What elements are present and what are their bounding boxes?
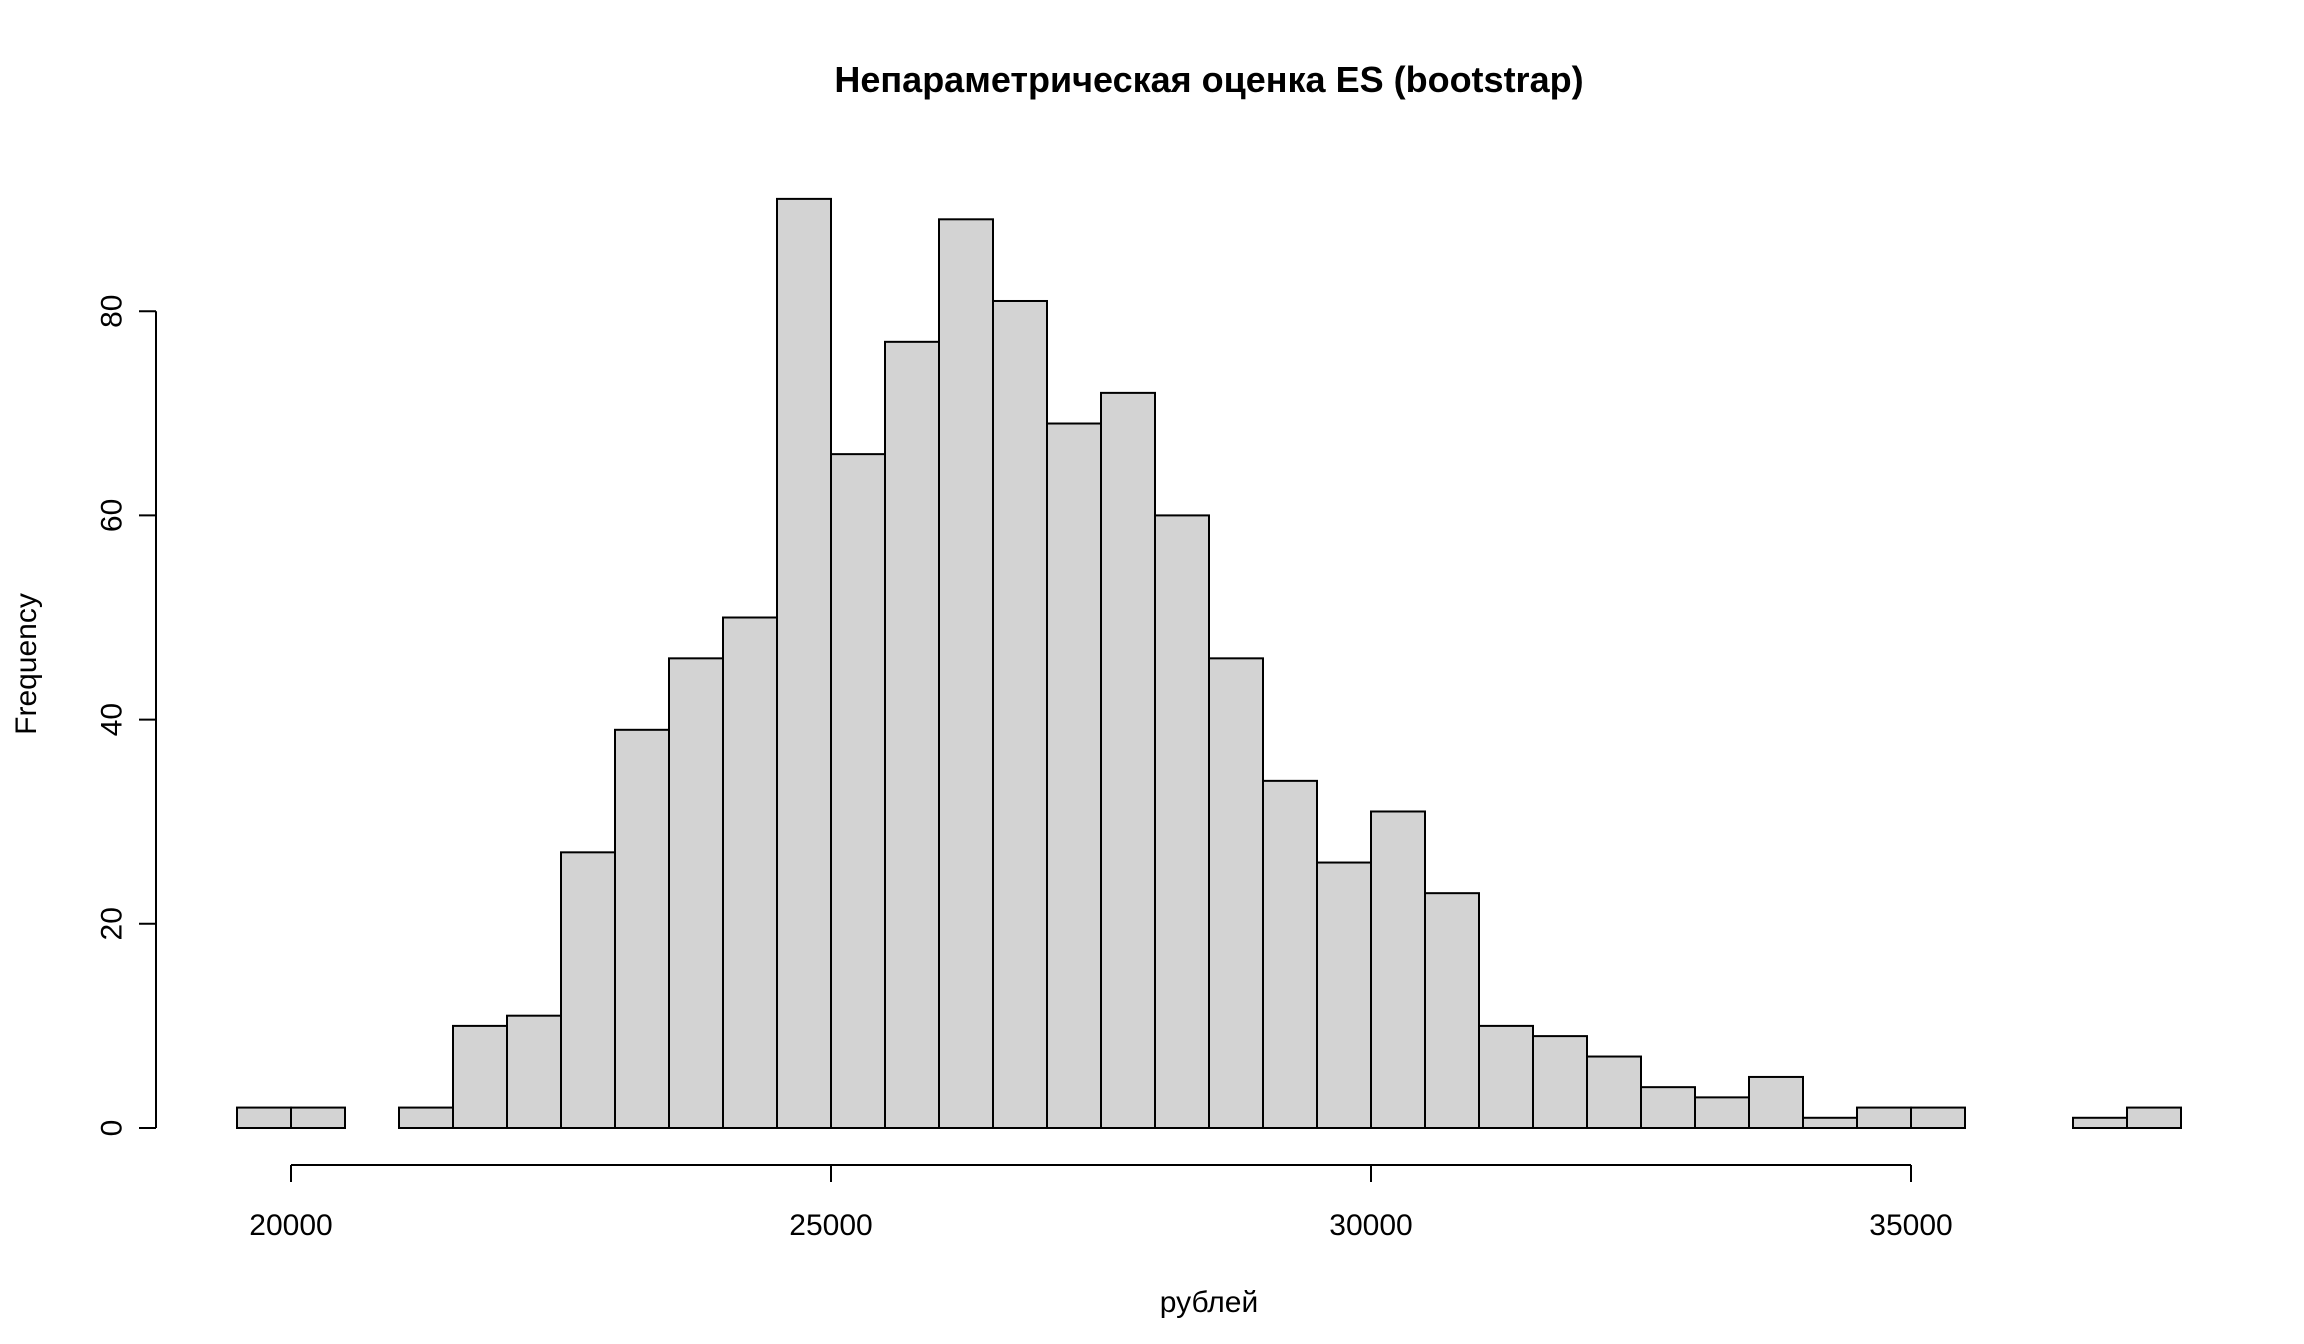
- histogram-bar: [1802, 1116, 1858, 1130]
- histogram-bar: [1694, 1096, 1750, 1129]
- histogram-bar: [1100, 391, 1156, 1129]
- histogram-bar: [1748, 1075, 1804, 1129]
- y-ticks: 0 20 40 60 80: [96, 295, 156, 1137]
- histogram-bar: [776, 197, 832, 1129]
- histogram-bar: [2072, 1116, 2128, 1130]
- histogram-bar: [1910, 1106, 1966, 1129]
- histogram-bar: [1478, 1024, 1534, 1130]
- histogram-bar: [1424, 892, 1480, 1129]
- histogram-bar: [1856, 1106, 1912, 1129]
- histogram-bar: [560, 851, 616, 1130]
- histogram-bar: [1532, 1035, 1588, 1129]
- histogram-bar: [722, 616, 778, 1129]
- y-tick-label: 0: [96, 1120, 129, 1137]
- histogram-bar: [506, 1014, 562, 1129]
- x-tick-label: 25000: [789, 1209, 872, 1242]
- histogram-bar: [1208, 657, 1264, 1130]
- histogram-bar: [884, 340, 940, 1129]
- histogram-bar: [938, 218, 994, 1129]
- histogram-bar: [1262, 779, 1318, 1129]
- y-axis: 0 20 40 60 80: [96, 295, 157, 1137]
- x-tick-label: 35000: [1869, 1209, 1952, 1242]
- histogram-bar: [1586, 1055, 1642, 1130]
- histogram-bar: [236, 1106, 292, 1129]
- y-tick-label: 80: [96, 295, 129, 328]
- x-tick-label: 20000: [249, 1209, 332, 1242]
- histogram-bar: [290, 1106, 346, 1129]
- histogram-bar: [1370, 810, 1426, 1129]
- x-axis: 20000 25000 30000 35000: [249, 1164, 1953, 1242]
- histogram-bar: [668, 657, 724, 1130]
- y-tick-label: 20: [96, 907, 129, 940]
- histogram-bar: [614, 728, 670, 1129]
- x-tick-label: 30000: [1329, 1209, 1412, 1242]
- histogram-bar: [1046, 422, 1102, 1129]
- y-tick-label: 40: [96, 703, 129, 736]
- histogram-bar: [398, 1106, 454, 1129]
- histogram-bar: [830, 453, 886, 1129]
- x-axis-label: рублей: [1160, 1286, 1258, 1319]
- chart-title: Непараметрическая оценка ES (bootstrap): [834, 59, 1583, 100]
- y-axis-label: Frequency: [10, 593, 43, 735]
- histogram-bar: [1640, 1086, 1696, 1130]
- histogram-bar: [452, 1024, 508, 1130]
- histogram-bar: [1316, 861, 1372, 1129]
- x-ticks: 20000 25000 30000 35000: [249, 1165, 1953, 1242]
- y-tick-label: 60: [96, 499, 129, 532]
- histogram-bar: [2126, 1106, 2182, 1129]
- histogram-bar: [1154, 514, 1210, 1129]
- bars-layer: [236, 197, 2182, 1130]
- histogram-bar: [992, 299, 1048, 1129]
